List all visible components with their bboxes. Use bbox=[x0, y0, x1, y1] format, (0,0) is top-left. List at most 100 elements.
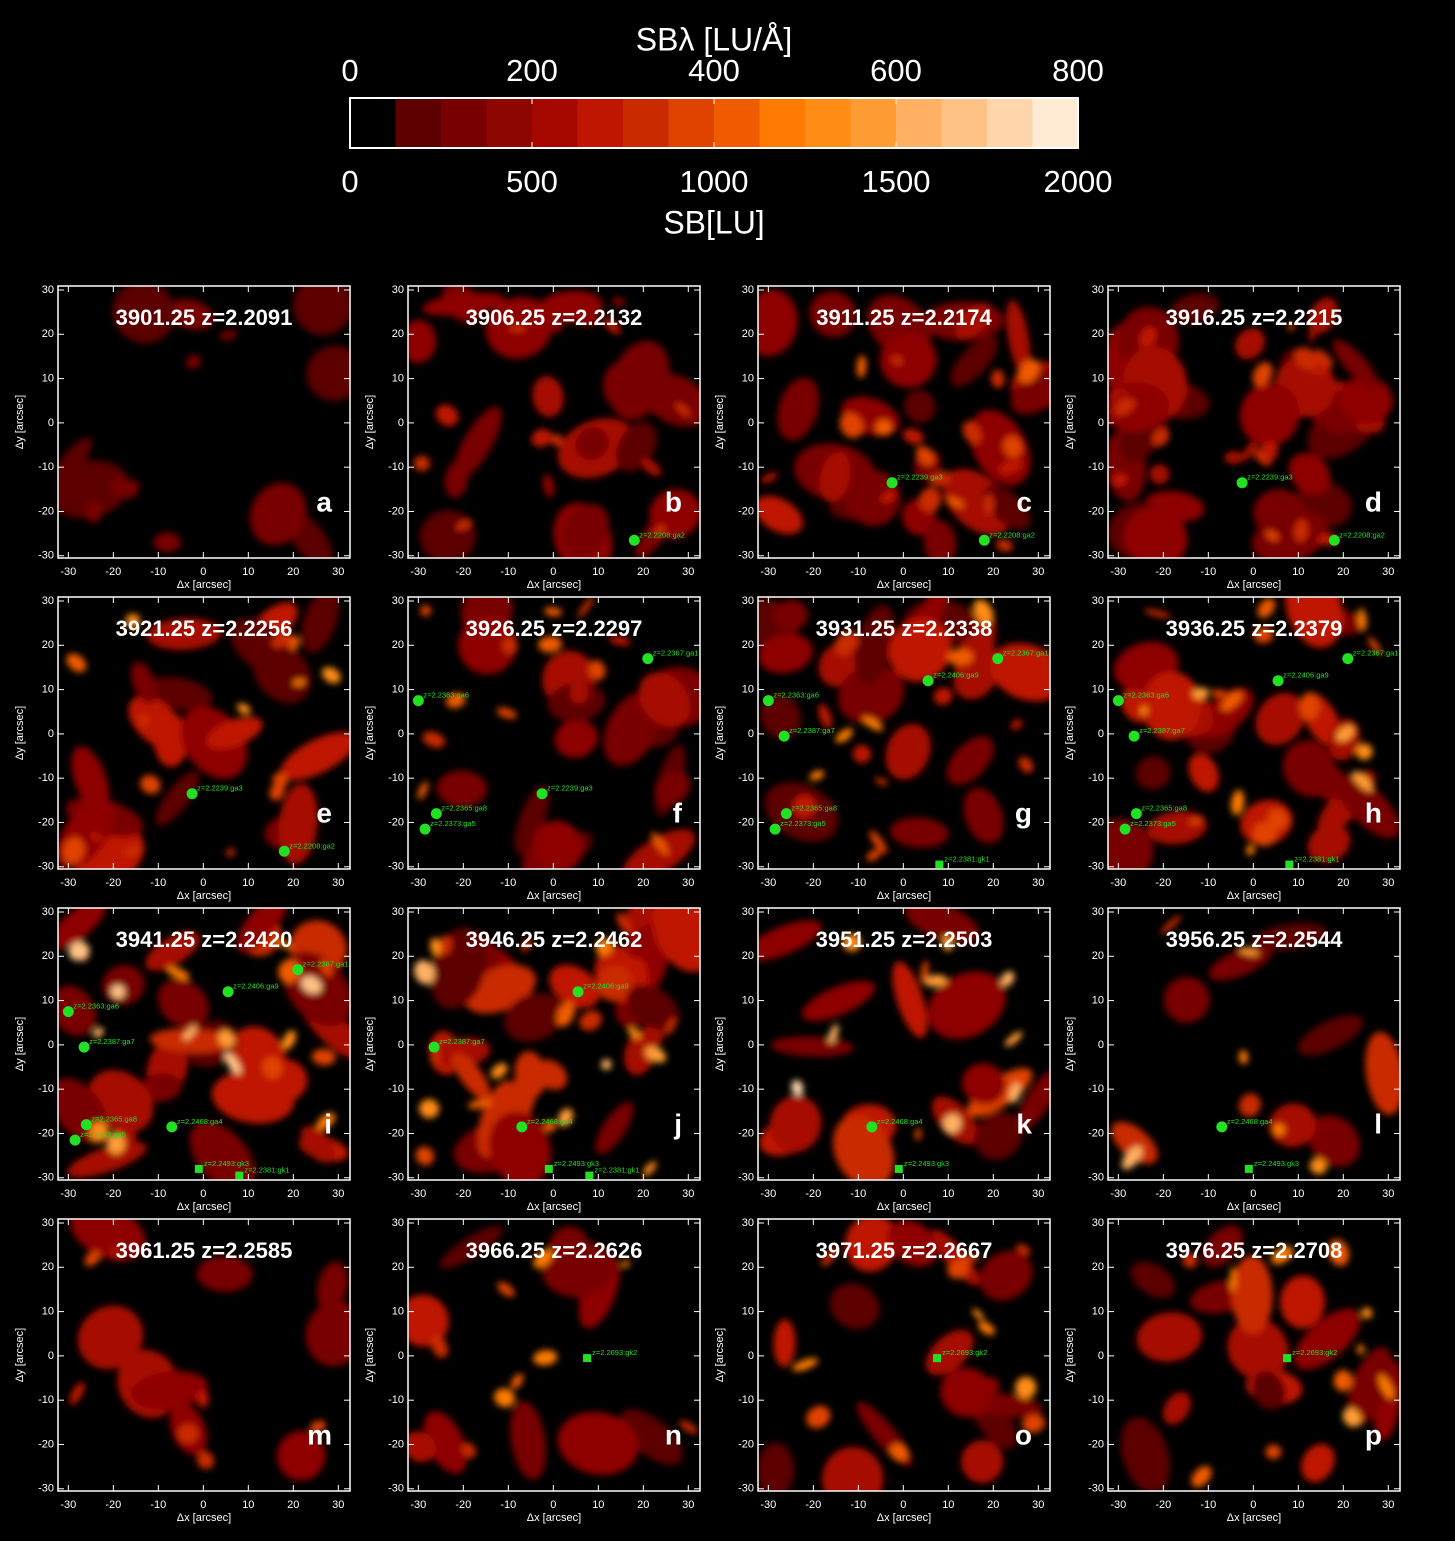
panel: -30 -20 -10 0 10 20 30 -30 -20 -10 0 10 20 30 Δx [arcs… bbox=[1064, 906, 1401, 1213]
emission bbox=[130, 661, 157, 704]
emission bbox=[1368, 637, 1382, 656]
x-tick-label: -20 bbox=[805, 1188, 821, 1200]
emission bbox=[292, 679, 306, 686]
x-tick-label: 10 bbox=[942, 877, 954, 889]
emission bbox=[1332, 339, 1379, 390]
y-tick-label: 0 bbox=[748, 417, 754, 429]
emission bbox=[1142, 671, 1202, 740]
colorbar-top-tick-label: 200 bbox=[506, 53, 558, 88]
emission bbox=[69, 1382, 85, 1405]
emission bbox=[420, 604, 432, 617]
source-label: z=2.2406:ga9 bbox=[933, 671, 979, 680]
y-tick-label: 20 bbox=[1092, 328, 1104, 340]
emission-map bbox=[408, 286, 700, 558]
source-label: z=2.2406:ga9 bbox=[583, 982, 629, 991]
emission bbox=[611, 297, 626, 307]
source-label: z=2.2381:gk1 bbox=[1294, 855, 1339, 864]
panel-title: 3971.25 z=2.2667 bbox=[816, 1238, 993, 1263]
emission bbox=[490, 1063, 508, 1079]
x-tick-label: 10 bbox=[242, 1188, 254, 1200]
y-tick-label: 0 bbox=[1098, 1039, 1104, 1051]
panel-frame bbox=[1107, 285, 1401, 559]
y-tick-label: 20 bbox=[742, 328, 754, 340]
emission bbox=[905, 908, 980, 944]
x-tick-label: 10 bbox=[242, 566, 254, 578]
emission-map bbox=[414, 908, 700, 1180]
source-label: z=2.2381:gk1 bbox=[944, 855, 989, 864]
emission bbox=[946, 736, 994, 785]
y-tick-label: 30 bbox=[742, 906, 754, 918]
emission bbox=[206, 716, 263, 750]
x-axis-title: Δx [arcsec] bbox=[877, 1512, 931, 1524]
y-axis-title: Δy [arcsec] bbox=[1064, 1328, 1076, 1382]
panel: -30 -20 -10 0 10 20 30 -30 -20 -10 0 10 20 30 Δx [arcs… bbox=[14, 906, 351, 1213]
y-tick-label: 10 bbox=[742, 1305, 754, 1317]
emission bbox=[419, 1099, 440, 1119]
x-tick-label: 30 bbox=[682, 566, 694, 578]
emission bbox=[889, 817, 949, 848]
emission bbox=[534, 1059, 568, 1090]
y-axis-title: Δy [arcsec] bbox=[14, 1328, 26, 1382]
y-tick-label: 0 bbox=[398, 1039, 404, 1051]
emission bbox=[1253, 923, 1327, 950]
y-tick-label: 10 bbox=[1092, 683, 1104, 695]
x-tick-label: 10 bbox=[1292, 566, 1304, 578]
emission bbox=[575, 427, 609, 461]
source-label: z=2.2406:ga9 bbox=[233, 982, 279, 991]
x-tick-label: 30 bbox=[1032, 877, 1044, 889]
emission bbox=[196, 1390, 209, 1408]
x-tick-label: 10 bbox=[1292, 877, 1304, 889]
emission bbox=[842, 933, 862, 952]
emission bbox=[1252, 821, 1278, 847]
colorbar-bin bbox=[623, 98, 669, 148]
y-tick-label: -30 bbox=[388, 550, 404, 562]
source-marker bbox=[544, 1164, 553, 1173]
colorbar-title-bottom: SB[LU] bbox=[663, 204, 764, 240]
x-tick-label: 0 bbox=[1250, 566, 1256, 578]
emission bbox=[131, 1371, 208, 1410]
x-tick-label: 20 bbox=[987, 1499, 999, 1511]
emission bbox=[1123, 507, 1188, 558]
source-marker bbox=[583, 1354, 592, 1363]
y-tick-label: -30 bbox=[1088, 1483, 1104, 1495]
y-tick-label: 10 bbox=[742, 994, 754, 1006]
y-tick-label: 30 bbox=[42, 906, 54, 918]
x-tick-label: 10 bbox=[592, 1188, 604, 1200]
emission-map bbox=[1108, 597, 1400, 869]
y-axis-title: Δy [arcsec] bbox=[14, 395, 26, 449]
emission bbox=[1000, 971, 1015, 987]
emission bbox=[1018, 359, 1040, 384]
colorbar-bin bbox=[577, 98, 624, 148]
x-tick-label: -10 bbox=[150, 1499, 166, 1511]
source-label: z=2.2208:ga2 bbox=[1339, 530, 1385, 539]
emission bbox=[1301, 1443, 1335, 1483]
emission bbox=[1144, 609, 1171, 618]
x-tick-label: 30 bbox=[332, 566, 344, 578]
emission bbox=[1328, 1239, 1349, 1266]
emission bbox=[462, 1442, 476, 1458]
emission bbox=[979, 1250, 1033, 1301]
emission bbox=[1120, 1417, 1171, 1491]
y-tick-label: -30 bbox=[38, 1172, 54, 1184]
x-tick-label: -20 bbox=[105, 566, 121, 578]
x-tick-label: 0 bbox=[900, 1499, 906, 1511]
emission bbox=[885, 723, 931, 780]
emission bbox=[165, 966, 190, 980]
x-tick-label: 20 bbox=[1337, 566, 1349, 578]
x-axis-title: Δx [arcsec] bbox=[877, 579, 931, 591]
y-axis-title: Δy [arcsec] bbox=[714, 1328, 726, 1382]
emission bbox=[837, 664, 905, 724]
emission bbox=[543, 1120, 557, 1132]
emission bbox=[413, 455, 431, 472]
y-tick-label: 20 bbox=[742, 1261, 754, 1273]
x-tick-label: -20 bbox=[105, 1499, 121, 1511]
y-tick-label: -20 bbox=[1088, 505, 1104, 517]
y-tick-label: -10 bbox=[38, 1083, 54, 1095]
emission bbox=[92, 1027, 104, 1038]
x-tick-label: 10 bbox=[592, 566, 604, 578]
panel-letter: n bbox=[665, 1419, 682, 1450]
x-axis-title: Δx [arcsec] bbox=[1227, 579, 1281, 591]
y-tick-label: -10 bbox=[738, 1083, 754, 1095]
emission bbox=[626, 985, 680, 1030]
emission bbox=[67, 1141, 147, 1178]
